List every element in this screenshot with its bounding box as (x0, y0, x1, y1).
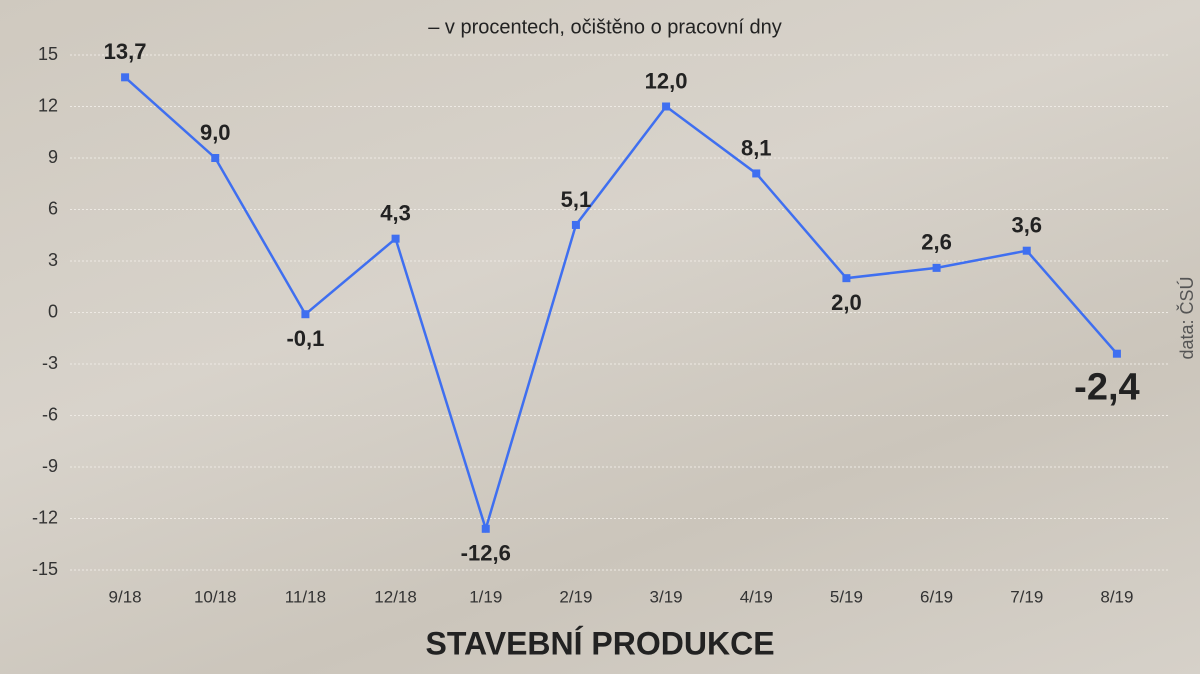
data-label: 4,3 (380, 200, 411, 225)
data-label: 9,0 (200, 120, 231, 145)
y-tick-label: -3 (42, 353, 58, 373)
point (481, 524, 490, 533)
data-label: 5,1 (561, 187, 592, 212)
x-tick-label: 7/19 (1010, 587, 1043, 606)
y-tick-label: 6 (48, 198, 58, 218)
point (301, 310, 310, 319)
x-tick-label: 5/19 (830, 587, 863, 606)
data-label: -2,4 (1074, 367, 1139, 409)
data-label: -12,6 (461, 541, 511, 566)
data-label: 12,0 (645, 68, 688, 93)
data-label: 2,0 (831, 290, 862, 315)
point (121, 73, 130, 82)
x-tick-label: 1/19 (469, 587, 502, 606)
point (662, 102, 671, 111)
y-tick-label: 12 (38, 95, 58, 115)
y-tick-label: 3 (48, 250, 58, 270)
y-tick-label: -9 (42, 456, 58, 476)
line (124, 76, 1118, 534)
data-label: 13,7 (104, 39, 147, 64)
point (1112, 349, 1121, 358)
x-tick-label: 2/19 (559, 587, 592, 606)
point (1022, 246, 1031, 255)
y-tick-label: 9 (48, 147, 58, 167)
source: data: ČSÚ (1176, 276, 1197, 359)
point (391, 234, 400, 243)
point (842, 274, 851, 283)
y-tick-label: 15 (38, 44, 58, 64)
chart-subtitle: – v procentech, očištěno o pracovní dny (428, 16, 782, 38)
y-tick-label: -15 (32, 559, 58, 579)
y-tick-label: 0 (48, 301, 58, 321)
x-tick-label: 3/19 (650, 587, 683, 606)
data-label: 8,1 (741, 135, 772, 160)
x-tick-label: 11/18 (285, 587, 326, 606)
x-tick-label: 9/18 (109, 587, 142, 606)
x-tick-label: 4/19 (740, 587, 773, 606)
data-label: 2,6 (921, 230, 952, 255)
chart-title: STAVEBNÍ PRODUKCE (425, 625, 774, 661)
x-tick-label: 10/18 (194, 587, 237, 606)
data-label: -0,1 (286, 326, 324, 351)
y-tick-label: -12 (32, 507, 58, 527)
data-label: 3,6 (1011, 213, 1042, 238)
point (932, 263, 941, 272)
point (571, 220, 580, 229)
x-tick-label: 6/19 (920, 587, 953, 606)
y-tick-label: -6 (42, 404, 58, 424)
point (752, 169, 761, 178)
x-tick-label: 12/18 (374, 587, 417, 606)
x-tick-label: 8/19 (1100, 587, 1133, 606)
point (211, 154, 220, 162)
